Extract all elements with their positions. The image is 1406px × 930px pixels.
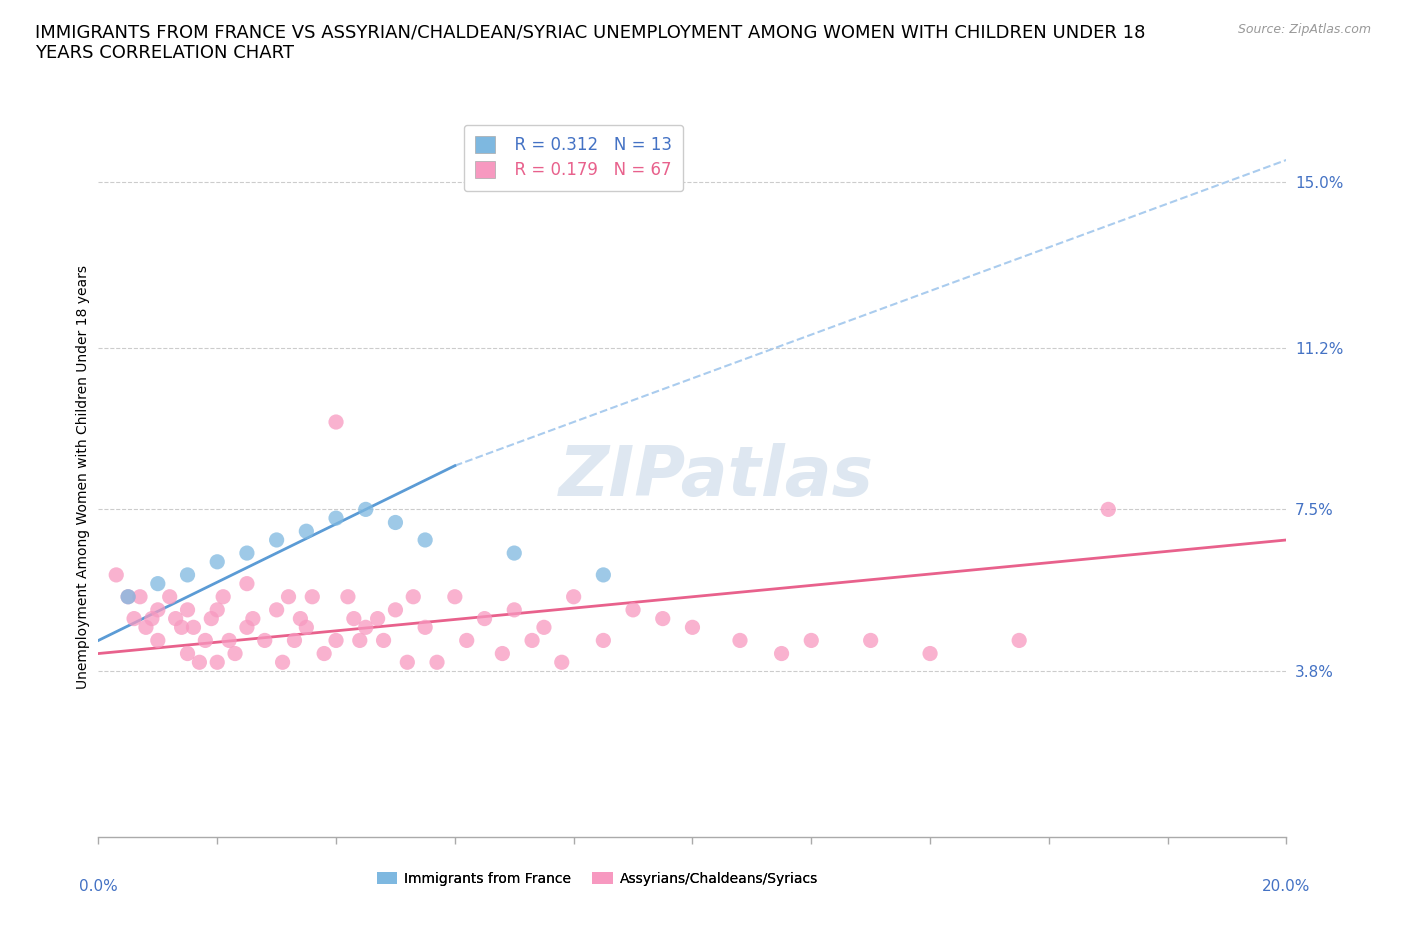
- Point: [349, 633, 371, 648]
- Point: [354, 620, 377, 635]
- Point: [413, 533, 436, 548]
- Point: [859, 633, 882, 648]
- Point: [242, 611, 264, 626]
- Point: [551, 655, 574, 670]
- Text: IMMIGRANTS FROM FRANCE VS ASSYRIAN/CHALDEAN/SYRIAC UNEMPLOYMENT AMONG WOMEN WITH: IMMIGRANTS FROM FRANCE VS ASSYRIAN/CHALD…: [35, 23, 1146, 62]
- Point: [533, 620, 555, 635]
- Point: [474, 611, 496, 626]
- Point: [218, 633, 240, 648]
- Point: [105, 567, 128, 582]
- Point: [621, 603, 644, 618]
- Point: [277, 590, 299, 604]
- Point: [592, 633, 614, 648]
- Point: [343, 611, 366, 626]
- Point: [443, 590, 465, 604]
- Point: [681, 620, 703, 635]
- Point: [135, 620, 157, 635]
- Point: [194, 633, 217, 648]
- Point: [396, 655, 419, 670]
- Text: Source: ZipAtlas.com: Source: ZipAtlas.com: [1237, 23, 1371, 36]
- Point: [1097, 502, 1119, 517]
- Point: [800, 633, 823, 648]
- Point: [205, 655, 228, 670]
- Point: [325, 511, 347, 525]
- Point: [503, 546, 526, 561]
- Point: [266, 533, 288, 548]
- Point: [117, 590, 139, 604]
- Point: [520, 633, 543, 648]
- Point: [159, 590, 181, 604]
- Point: [373, 633, 395, 648]
- Point: [212, 590, 235, 604]
- Point: [122, 611, 145, 626]
- Point: [188, 655, 211, 670]
- Point: [384, 515, 406, 530]
- Point: [205, 554, 228, 569]
- Point: [456, 633, 478, 648]
- Text: 20.0%: 20.0%: [1263, 879, 1310, 894]
- Point: [146, 633, 169, 648]
- Point: [236, 546, 259, 561]
- Point: [295, 524, 318, 538]
- Point: [283, 633, 305, 648]
- Point: [129, 590, 152, 604]
- Point: [426, 655, 449, 670]
- Point: [325, 633, 347, 648]
- Point: [176, 567, 198, 582]
- Point: [592, 567, 614, 582]
- Point: [200, 611, 222, 626]
- Point: [146, 577, 169, 591]
- Point: [141, 611, 163, 626]
- Legend: Immigrants from France, Assyrians/Chaldeans/Syriacs: Immigrants from France, Assyrians/Chalde…: [371, 866, 824, 891]
- Point: [290, 611, 312, 626]
- Point: [253, 633, 276, 648]
- Point: [503, 603, 526, 618]
- Point: [301, 590, 323, 604]
- Point: [176, 646, 198, 661]
- Point: [117, 590, 139, 604]
- Point: [728, 633, 751, 648]
- Point: [325, 415, 347, 430]
- Point: [651, 611, 673, 626]
- Point: [271, 655, 294, 670]
- Point: [491, 646, 513, 661]
- Point: [165, 611, 187, 626]
- Text: ZIPatlas: ZIPatlas: [558, 443, 873, 511]
- Point: [170, 620, 193, 635]
- Point: [402, 590, 425, 604]
- Point: [266, 603, 288, 618]
- Point: [562, 590, 585, 604]
- Point: [236, 577, 259, 591]
- Point: [295, 620, 318, 635]
- Y-axis label: Unemployment Among Women with Children Under 18 years: Unemployment Among Women with Children U…: [76, 265, 90, 688]
- Point: [176, 603, 198, 618]
- Point: [205, 603, 228, 618]
- Point: [183, 620, 205, 635]
- Point: [336, 590, 359, 604]
- Point: [920, 646, 942, 661]
- Point: [770, 646, 793, 661]
- Point: [1008, 633, 1031, 648]
- Point: [236, 620, 259, 635]
- Point: [354, 502, 377, 517]
- Point: [384, 603, 406, 618]
- Point: [146, 603, 169, 618]
- Point: [314, 646, 336, 661]
- Point: [367, 611, 389, 626]
- Point: [413, 620, 436, 635]
- Text: 0.0%: 0.0%: [79, 879, 118, 894]
- Point: [224, 646, 246, 661]
